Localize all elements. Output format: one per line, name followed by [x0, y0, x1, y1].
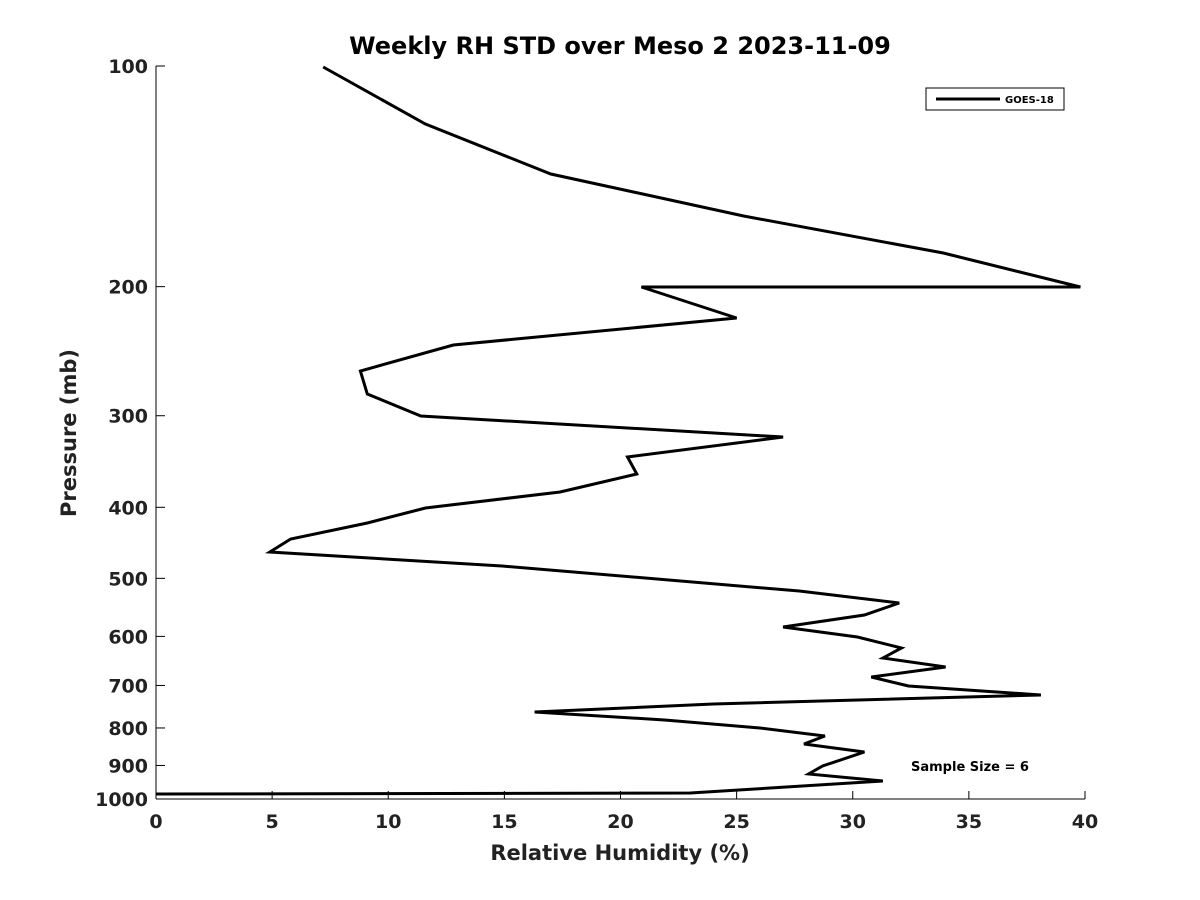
- x-tick-label: 20: [607, 811, 633, 833]
- x-tick-label: 5: [266, 811, 279, 833]
- y-tick-label: 200: [108, 277, 148, 299]
- x-tick-label: 25: [723, 811, 749, 833]
- series-layer: [155, 65, 1081, 796]
- y-tick-label: 800: [108, 718, 148, 740]
- x-tick-label: 30: [840, 811, 866, 833]
- y-tick-label: 700: [108, 675, 148, 697]
- x-tick-label: 40: [1072, 811, 1098, 833]
- y-tick-label: 600: [108, 626, 148, 648]
- x-tick-label: 35: [956, 811, 982, 833]
- y-tick-label: 300: [108, 406, 148, 428]
- x-tick-label: 15: [491, 811, 517, 833]
- x-tick-label: 10: [375, 811, 401, 833]
- y-tick-label: 1000: [95, 789, 148, 811]
- axes: 0 5 10 15 20 25 30 35 40 100 200 300 400 500 600 700 800…: [95, 56, 1098, 833]
- chart-title: Weekly RH STD over Meso 2 2023-11-09: [349, 32, 891, 60]
- y-axis-label: Pressure (mb): [57, 349, 81, 517]
- y-tick-label: 400: [108, 497, 148, 519]
- legend-label: GOES-18: [1005, 95, 1054, 106]
- y-tick-label: 500: [108, 568, 148, 590]
- legend: GOES-18: [925, 87, 1065, 111]
- sample-size-annotation: Sample Size = 6: [911, 760, 1029, 775]
- series-line-goes-18: [155, 65, 1081, 796]
- y-tick-label: 100: [108, 56, 148, 78]
- x-axis-label: Relative Humidity (%): [490, 841, 749, 865]
- x-tick-label: 0: [149, 811, 162, 833]
- y-tick-label: 900: [108, 755, 148, 777]
